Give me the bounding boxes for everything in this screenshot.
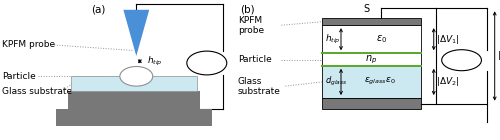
Text: $h_{tip}$: $h_{tip}$ — [147, 55, 162, 68]
Text: $|\Delta V_2|$: $|\Delta V_2|$ — [436, 75, 460, 88]
Text: KPFM: KPFM — [238, 16, 262, 25]
FancyBboxPatch shape — [70, 76, 198, 91]
Polygon shape — [124, 10, 149, 56]
Circle shape — [120, 66, 153, 86]
Circle shape — [442, 50, 482, 71]
Text: V: V — [203, 58, 210, 68]
Text: (a): (a) — [92, 4, 106, 14]
FancyBboxPatch shape — [56, 109, 212, 126]
Text: $d_{glass}$: $d_{glass}$ — [88, 77, 110, 90]
Text: S: S — [363, 4, 369, 14]
Text: (b): (b) — [240, 4, 255, 14]
Text: $h_{tip}$: $h_{tip}$ — [325, 33, 341, 46]
Text: probe: probe — [238, 26, 264, 35]
Text: $d_{glass}$: $d_{glass}$ — [325, 75, 347, 88]
FancyBboxPatch shape — [322, 25, 420, 53]
Text: Particle: Particle — [238, 55, 272, 64]
Text: KPFM probe: KPFM probe — [2, 40, 56, 49]
Text: $n_p$: $n_p$ — [366, 53, 378, 66]
Text: Particle: Particle — [2, 72, 36, 81]
Text: Glass: Glass — [238, 77, 262, 86]
FancyBboxPatch shape — [322, 18, 420, 25]
Text: substrate: substrate — [238, 87, 281, 95]
Text: $\varepsilon_{glass}\varepsilon_0$: $\varepsilon_{glass}\varepsilon_0$ — [364, 76, 396, 88]
Circle shape — [187, 51, 227, 75]
Text: V: V — [458, 55, 466, 65]
FancyBboxPatch shape — [322, 66, 420, 98]
FancyBboxPatch shape — [68, 91, 200, 112]
FancyBboxPatch shape — [322, 53, 420, 66]
Text: $|\Delta V_p|$: $|\Delta V_p|$ — [498, 49, 500, 63]
Text: $|\Delta V_1|$: $|\Delta V_1|$ — [436, 33, 460, 46]
Text: $\varepsilon_0$: $\varepsilon_0$ — [376, 33, 388, 45]
FancyBboxPatch shape — [322, 98, 420, 109]
Text: Glass substrate: Glass substrate — [2, 87, 72, 96]
